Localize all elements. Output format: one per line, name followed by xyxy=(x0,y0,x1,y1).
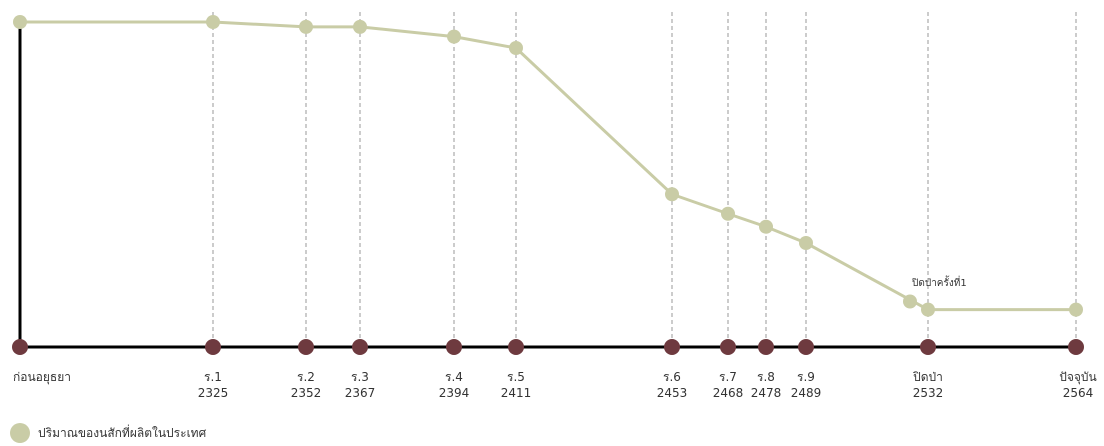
data-point xyxy=(759,219,773,234)
tick-label: ร.1 xyxy=(204,370,222,384)
data-point xyxy=(206,15,220,29)
tick-label: ร.8 xyxy=(757,370,775,384)
timeline-marker xyxy=(12,339,28,355)
tick-label-year: 2352 xyxy=(291,386,322,400)
timeline-marker xyxy=(1068,339,1084,355)
data-point xyxy=(353,19,367,34)
annotation-point xyxy=(903,294,917,309)
series-line xyxy=(20,20,1076,312)
timeline-marker xyxy=(352,339,368,355)
tick-label-year: 2367 xyxy=(345,386,376,400)
legend: ปริมาณของนสักที่ผลิตในประเทศ xyxy=(10,423,206,443)
tick-label-year: 2478 xyxy=(751,386,782,400)
data-point xyxy=(921,302,935,317)
tick-label: ก่อนอยุธยา xyxy=(13,370,71,385)
data-point xyxy=(1069,302,1083,317)
timeline-marker xyxy=(664,339,680,355)
data-point xyxy=(299,19,313,34)
tick-label: ปัจจุบัน xyxy=(1059,370,1097,385)
tick-label: ร.6 xyxy=(663,370,681,384)
timeline-marker xyxy=(758,339,774,355)
data-points xyxy=(13,15,1083,317)
timeline-marker xyxy=(720,339,736,355)
legend-label: ปริมาณของนสักที่ผลิตในประเทศ xyxy=(38,425,207,440)
tick-label: ร.3 xyxy=(351,370,369,384)
tick-label: ปิดป่า xyxy=(913,370,943,384)
tick-label: ร.5 xyxy=(507,370,525,384)
timeline-marker xyxy=(920,339,936,355)
tick-label-year: 2394 xyxy=(439,386,470,400)
tick-labels: ก่อนอยุธยา ร.1 2325 ร.2 2352 ร.3 2367 ร.4 2394 ร.… xyxy=(13,370,1097,400)
timeline-marker xyxy=(298,339,314,355)
data-point xyxy=(665,187,679,202)
data-point xyxy=(13,15,27,29)
tick-label-year: 2532 xyxy=(913,386,944,400)
data-point xyxy=(721,206,735,221)
data-point xyxy=(509,41,523,55)
timeline-markers xyxy=(12,339,1084,355)
legend-swatch xyxy=(10,423,30,443)
timeline-marker xyxy=(446,339,462,355)
tick-label: ร.4 xyxy=(445,370,463,384)
tick-label: ร.2 xyxy=(297,370,315,384)
tick-label-year: 2468 xyxy=(713,386,744,400)
annotation-label: ปิดป่าครั้งที่1 xyxy=(911,275,966,289)
tick-label-year: 2411 xyxy=(501,386,532,400)
tick-label: ร.7 xyxy=(719,370,737,384)
data-point xyxy=(799,236,813,250)
grid xyxy=(212,12,1077,347)
timeline-marker xyxy=(798,339,814,355)
data-point xyxy=(447,29,461,44)
tick-label-year: 2325 xyxy=(198,386,229,400)
timeline-marker xyxy=(205,339,221,355)
tick-label-year: 2489 xyxy=(791,386,822,400)
tick-label-year: 2564 xyxy=(1063,386,1094,400)
tick-label-year: 2453 xyxy=(657,386,688,400)
tick-label: ร.9 xyxy=(797,370,815,384)
timeline-marker xyxy=(508,339,524,355)
